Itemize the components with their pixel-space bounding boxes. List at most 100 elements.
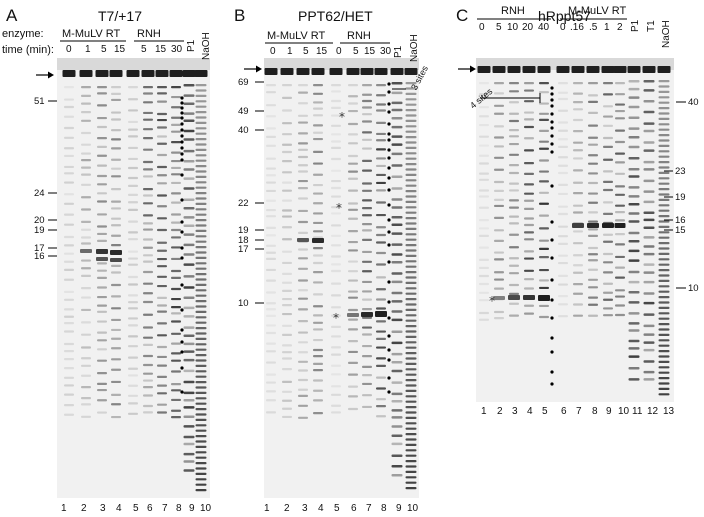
panel-c-product-band: [615, 152, 625, 155]
panel-b-ladder-band: [405, 476, 417, 479]
panel-b-product-band: [313, 236, 323, 239]
panel-a-ladder-band: [195, 370, 207, 373]
panel-c-lane-number: 13: [663, 406, 675, 417]
panel-b-site-dot: [387, 148, 391, 152]
panel-a-ladder-band: [195, 159, 207, 162]
panel-b-product-band: [331, 114, 341, 117]
panel-b-product-band: [331, 325, 341, 328]
panel-c-ladder-band: [658, 144, 670, 147]
panel-b-product-band: [331, 195, 341, 198]
panel-a-product-band: [64, 358, 74, 361]
panel-c-product-band: [588, 111, 598, 114]
panel-b-product-band: [282, 399, 292, 402]
panel-b-product-band: [376, 346, 386, 349]
panel-c-strong-product-band: [538, 295, 550, 301]
panel-b-product-band: [298, 308, 308, 311]
panel-a-product-band: [111, 283, 121, 287]
panel-b-product-band: [376, 330, 386, 333]
panel-c-product-band: [603, 158, 613, 161]
panel-c-product-band: [573, 157, 583, 160]
panel-a-lane-number: 1: [61, 503, 67, 514]
panel-c-product-band: [509, 182, 519, 185]
panel-a-product-band: [97, 372, 107, 375]
panel-a-product-band: [81, 236, 91, 239]
panel-b-product-band: [313, 369, 323, 372]
panel-a-product-band: [128, 412, 138, 415]
panel-a-product-band: [97, 286, 107, 289]
panel-b-product-band: [282, 324, 292, 327]
panel-c-group-mmulv: M-MuLV RT: [568, 5, 627, 17]
panel-a-ladder-band: [195, 143, 207, 146]
panel-b-p1-band: [391, 369, 403, 373]
panel-a-product-band: [111, 295, 121, 298]
panel-c-product-band: [588, 314, 598, 317]
panel-a-product-band: [111, 138, 121, 141]
panel-c-lane-number: 3: [512, 406, 518, 417]
panel-a-ladder-band: [195, 246, 207, 249]
panel-c-product-band: [573, 92, 583, 95]
panel-a-product-band: [171, 297, 181, 301]
panel-b-product-band: [282, 390, 292, 393]
panel-b-p1-label: P1: [393, 45, 404, 58]
panel-a-product-band: [97, 104, 107, 107]
panel-c-strong-product-band: [587, 223, 599, 228]
panel-c-product-band: [524, 217, 534, 220]
panel-c-ladder-band: [658, 225, 670, 228]
panel-c-size-15: 15: [675, 225, 686, 236]
panel-a-ladder-band: [195, 381, 207, 384]
panel-c-product-band: [588, 172, 598, 175]
panel-a-product-band: [143, 282, 153, 285]
panel-a-product-band: [64, 315, 74, 318]
panel-b-product-band: [362, 93, 372, 96]
panel-a-product-band: [81, 119, 91, 122]
panel-a-product-band: [64, 181, 74, 184]
panel-c-product-band: [588, 201, 598, 204]
panel-c-product-band: [603, 233, 613, 236]
panel-a-product-band: [64, 115, 74, 118]
panel-a-site-dot: [180, 246, 184, 250]
panel-a-size-16: 16: [34, 251, 45, 262]
panel-b-ladder-band: [405, 357, 417, 360]
panel-a-ladder-band: [195, 472, 207, 475]
panel-c-full-length-band: [522, 66, 536, 73]
panel-a-product-band: [81, 403, 91, 406]
panel-a-product-band: [157, 296, 167, 299]
panel-b-product-band: [298, 187, 308, 190]
panel-a-p1-band: [183, 129, 195, 133]
panel-c-product-band: [539, 147, 549, 150]
panel-a-ladder-band: [195, 94, 207, 97]
panel-b-product-band: [266, 302, 276, 305]
panel-a-product-band: [64, 350, 74, 353]
panel-a-ladder-band: [195, 100, 207, 103]
panel-c-ladder-band: [658, 366, 670, 369]
panel-b-ladder-band: [405, 389, 417, 392]
panel-a-product-band: [143, 246, 153, 249]
panel-c-ladder-band: [658, 85, 670, 88]
panel-c-p1-band: [628, 312, 640, 315]
panel-a-ladder-band: [195, 89, 207, 92]
panel-a-product-band: [128, 335, 138, 338]
panel-b-ladder-band: [405, 217, 417, 220]
panel-b-product-band: [348, 162, 358, 165]
panel-b-p1-band: [391, 291, 403, 295]
panel-c-product-band: [603, 180, 613, 183]
panel-b-product-band: [376, 357, 386, 360]
panel-c-product-band: [558, 121, 568, 124]
panel-a-product-band: [157, 217, 167, 220]
panel-b-ladder-band: [405, 346, 417, 349]
time-row-label: time (min):: [2, 44, 54, 56]
panel-b-lane-number: 1: [264, 503, 270, 514]
panel-c-product-band: [603, 124, 613, 127]
panel-b-ladder-band: [405, 481, 417, 484]
panel-a-product-band: [64, 172, 74, 175]
panel-c-product-band: [615, 295, 625, 298]
panel-c-product-band: [603, 201, 613, 204]
panel-b-product-band: [282, 344, 292, 347]
panel-b-p1-band: [391, 223, 403, 226]
panel-a-product-band: [157, 334, 167, 337]
panel-c-product-band: [509, 233, 519, 236]
panel-a-p1-band: [183, 112, 195, 115]
panel-b-product-band: [298, 404, 308, 407]
panel-a-product-band: [81, 102, 91, 105]
panel-b-product-band: [266, 135, 276, 138]
